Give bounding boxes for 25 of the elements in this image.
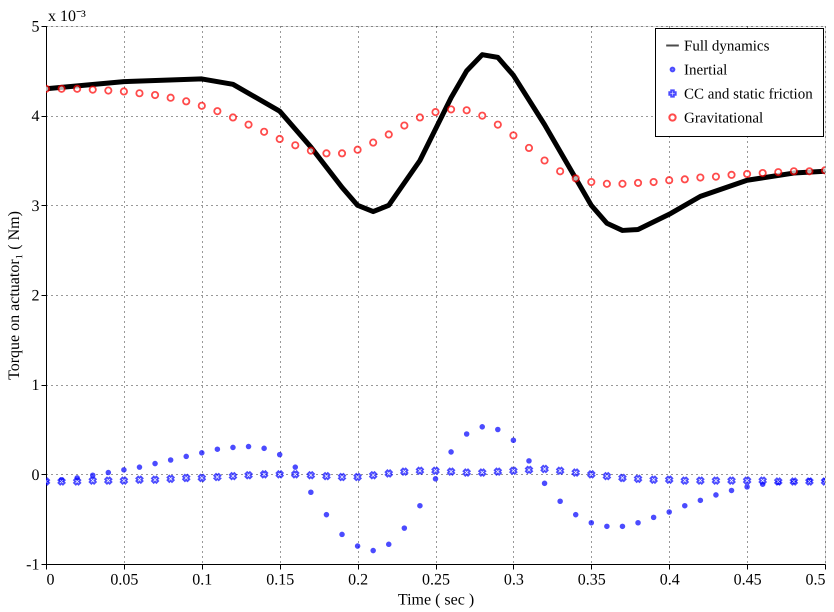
x-axis-title: Time ( sec ) — [398, 592, 474, 608]
x-tick-label: 0.4 — [660, 572, 680, 588]
y-tick-label: 0 — [32, 466, 40, 484]
y-tick-label: -1 — [26, 556, 40, 574]
x-tick-label: 0.2 — [348, 572, 368, 588]
legend-label: CC and static friction — [684, 86, 814, 102]
x-tick-label: 0.1 — [192, 572, 212, 588]
x-tick-label: 0.05 — [110, 572, 138, 588]
y-tick-label: 5 — [32, 18, 40, 36]
legend-label: Inertial — [684, 62, 728, 78]
y-tick-label: 3 — [32, 198, 40, 215]
x-tick-label: 0.35 — [578, 572, 606, 588]
x-tick-label: 0.3 — [504, 572, 524, 588]
legend-label: Gravitational — [684, 110, 764, 126]
legend-label: Full dynamics — [684, 38, 770, 54]
x-tick-label: 0.5 — [806, 572, 826, 588]
y-axis-title: Torque on actuator₁ ( Nm) — [6, 211, 24, 380]
text: x 10⁻³ — [48, 8, 86, 25]
x-tick-label: 0.25 — [422, 572, 450, 588]
x-tick-label: 0.15 — [266, 572, 294, 588]
y-tick-label: 4 — [32, 108, 40, 126]
y-tick-label: 1 — [32, 377, 40, 394]
y-tick-label: 2 — [32, 288, 40, 304]
x-tick-label: 0.45 — [734, 572, 762, 588]
x-tick-label: 0 — [46, 572, 54, 588]
